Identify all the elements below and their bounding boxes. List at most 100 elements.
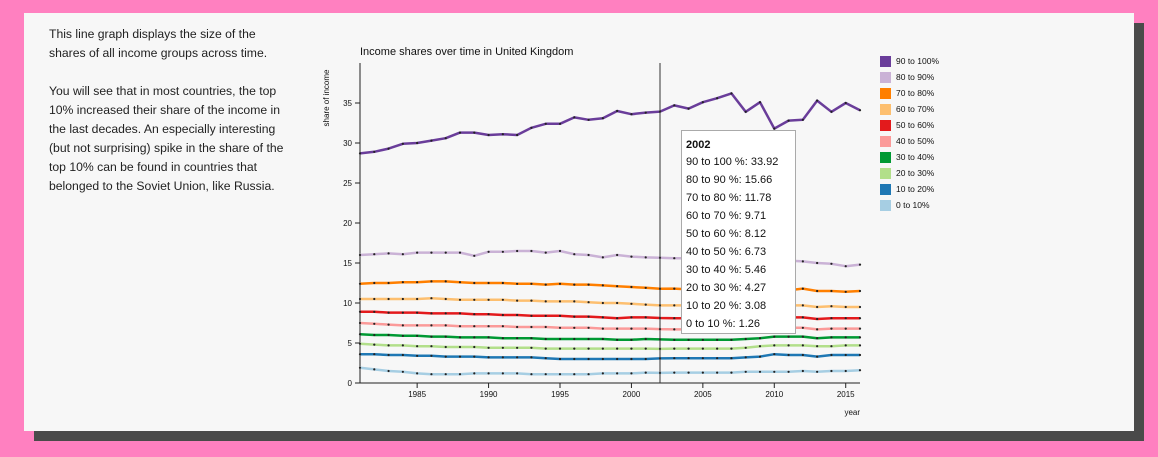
series-line <box>359 366 861 376</box>
data-point <box>373 322 376 325</box>
data-point <box>601 347 604 350</box>
data-point <box>430 280 433 283</box>
data-point <box>458 251 462 254</box>
legend-swatch <box>880 71 891 83</box>
legend-item[interactable]: 30 to 40% <box>880 149 939 165</box>
data-point <box>744 346 747 349</box>
data-point <box>601 284 604 287</box>
data-point <box>358 353 362 356</box>
data-point <box>687 371 690 374</box>
data-point <box>444 312 447 315</box>
data-point <box>858 317 862 320</box>
data-point <box>544 300 547 303</box>
income-line-chart[interactable]: Income shares over time in United Kingdo… <box>24 13 1134 431</box>
legend-swatch <box>880 167 891 179</box>
data-point <box>530 314 533 317</box>
data-point <box>730 338 733 341</box>
data-point <box>516 337 519 340</box>
data-point <box>544 347 547 350</box>
data-point <box>387 297 390 301</box>
data-point <box>430 251 433 254</box>
data-point <box>801 118 804 121</box>
data-point <box>444 324 447 327</box>
legend-item[interactable]: 70 to 80% <box>880 85 939 101</box>
data-point <box>373 368 376 371</box>
data-point <box>830 305 833 308</box>
data-point <box>573 283 576 286</box>
data-point <box>416 141 419 145</box>
data-point <box>644 371 647 374</box>
data-point <box>416 345 419 348</box>
legend-item[interactable]: 90 to 100% <box>880 53 939 69</box>
data-point <box>573 326 576 329</box>
legend-item[interactable]: 80 to 90% <box>880 69 939 85</box>
data-point <box>487 346 490 349</box>
data-point <box>673 287 676 290</box>
data-point <box>430 139 433 142</box>
data-point <box>844 336 847 339</box>
legend-label: 80 to 90% <box>896 72 935 82</box>
legend-item[interactable]: 40 to 50% <box>880 133 939 149</box>
legend-item[interactable]: 50 to 60% <box>880 117 939 133</box>
legend-label: 0 to 10% <box>896 200 930 210</box>
data-point <box>616 317 619 320</box>
data-point <box>558 357 562 361</box>
data-point <box>430 373 433 376</box>
legend-label: 70 to 80% <box>896 88 935 98</box>
data-point <box>601 327 604 330</box>
data-point <box>587 301 590 304</box>
data-point <box>558 337 562 341</box>
data-point <box>573 253 576 256</box>
y-tick-label: 10 <box>343 299 352 308</box>
data-point <box>701 357 704 360</box>
data-point <box>573 347 576 350</box>
data-point <box>473 336 476 339</box>
data-point <box>487 298 490 301</box>
data-point <box>558 300 562 303</box>
data-point <box>701 371 704 374</box>
data-point <box>458 131 462 134</box>
data-point <box>501 372 504 375</box>
data-point <box>401 324 404 327</box>
data-point <box>816 355 819 358</box>
data-point <box>487 372 490 375</box>
data-point <box>473 131 476 134</box>
data-point <box>358 321 362 325</box>
data-point <box>844 101 847 105</box>
legend-item[interactable]: 20 to 30% <box>880 165 939 181</box>
legend-item[interactable]: 0 to 10% <box>880 197 939 213</box>
tooltip-row: 30 to 40 %: 5.46 <box>686 264 767 276</box>
data-point <box>501 356 504 359</box>
data-point <box>601 357 604 361</box>
legend-item[interactable]: 60 to 70% <box>880 101 939 117</box>
y-tick-label: 0 <box>348 379 353 388</box>
data-point <box>558 122 562 125</box>
data-point <box>416 334 419 337</box>
legend-label: 40 to 50% <box>896 136 935 146</box>
data-point <box>458 312 462 315</box>
series-line <box>359 342 860 351</box>
data-point <box>816 328 819 331</box>
data-point <box>844 290 847 293</box>
data-point <box>530 346 533 349</box>
data-point <box>758 370 762 373</box>
data-point <box>387 333 390 337</box>
legend-label: 10 to 20% <box>896 184 935 194</box>
data-point <box>473 355 476 358</box>
data-point <box>358 342 362 345</box>
intro-text: This line graph displays the size of the… <box>49 25 294 215</box>
data-point <box>787 119 790 122</box>
data-point <box>644 327 647 330</box>
legend: 90 to 100% 80 to 90% 70 to 80% 60 to 70% 50 … <box>880 53 939 213</box>
tooltip-row: 50 to 60 %: 8.12 <box>686 228 767 240</box>
legend-item[interactable]: 10 to 20% <box>880 181 939 197</box>
data-point <box>373 353 376 356</box>
y-tick-label: 5 <box>348 339 353 348</box>
data-point <box>473 372 476 375</box>
data-point <box>358 366 362 369</box>
data-point <box>616 109 619 113</box>
data-point <box>758 337 762 340</box>
data-point <box>630 338 633 341</box>
data-point <box>573 357 576 361</box>
data-point <box>830 353 833 357</box>
